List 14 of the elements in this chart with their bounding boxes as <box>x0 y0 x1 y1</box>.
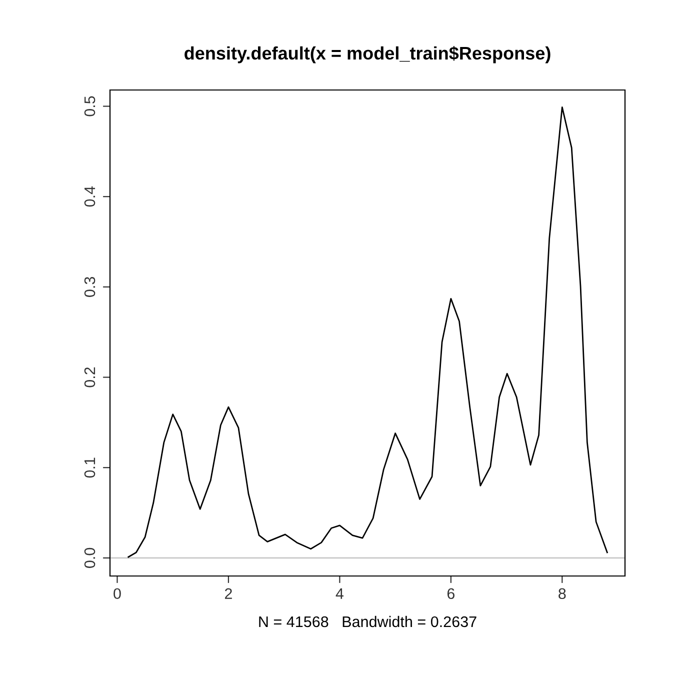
x-tick-label: 8 <box>558 588 566 600</box>
x-tick-label: 6 <box>447 588 454 600</box>
y-tick-label: 0.5 <box>84 96 96 116</box>
line-series <box>128 106 608 558</box>
y-tick-label: 0.0 <box>84 548 96 568</box>
y-tick-label: 0.1 <box>84 458 96 478</box>
x-tick-label: 2 <box>224 588 232 599</box>
y-tick-label: 0.3 <box>84 276 96 297</box>
chart-title: density.default(x = model_train$Response) <box>184 46 550 64</box>
y-tick-label: 0.4 <box>84 186 96 207</box>
x-axis-title: N = 41568 Bandwidth = 0.2637 <box>259 616 476 628</box>
x-tick-label: 4 <box>336 588 344 599</box>
y-tick-label: 0.2 <box>84 367 96 388</box>
x-tick-label: 0 <box>114 588 121 600</box>
